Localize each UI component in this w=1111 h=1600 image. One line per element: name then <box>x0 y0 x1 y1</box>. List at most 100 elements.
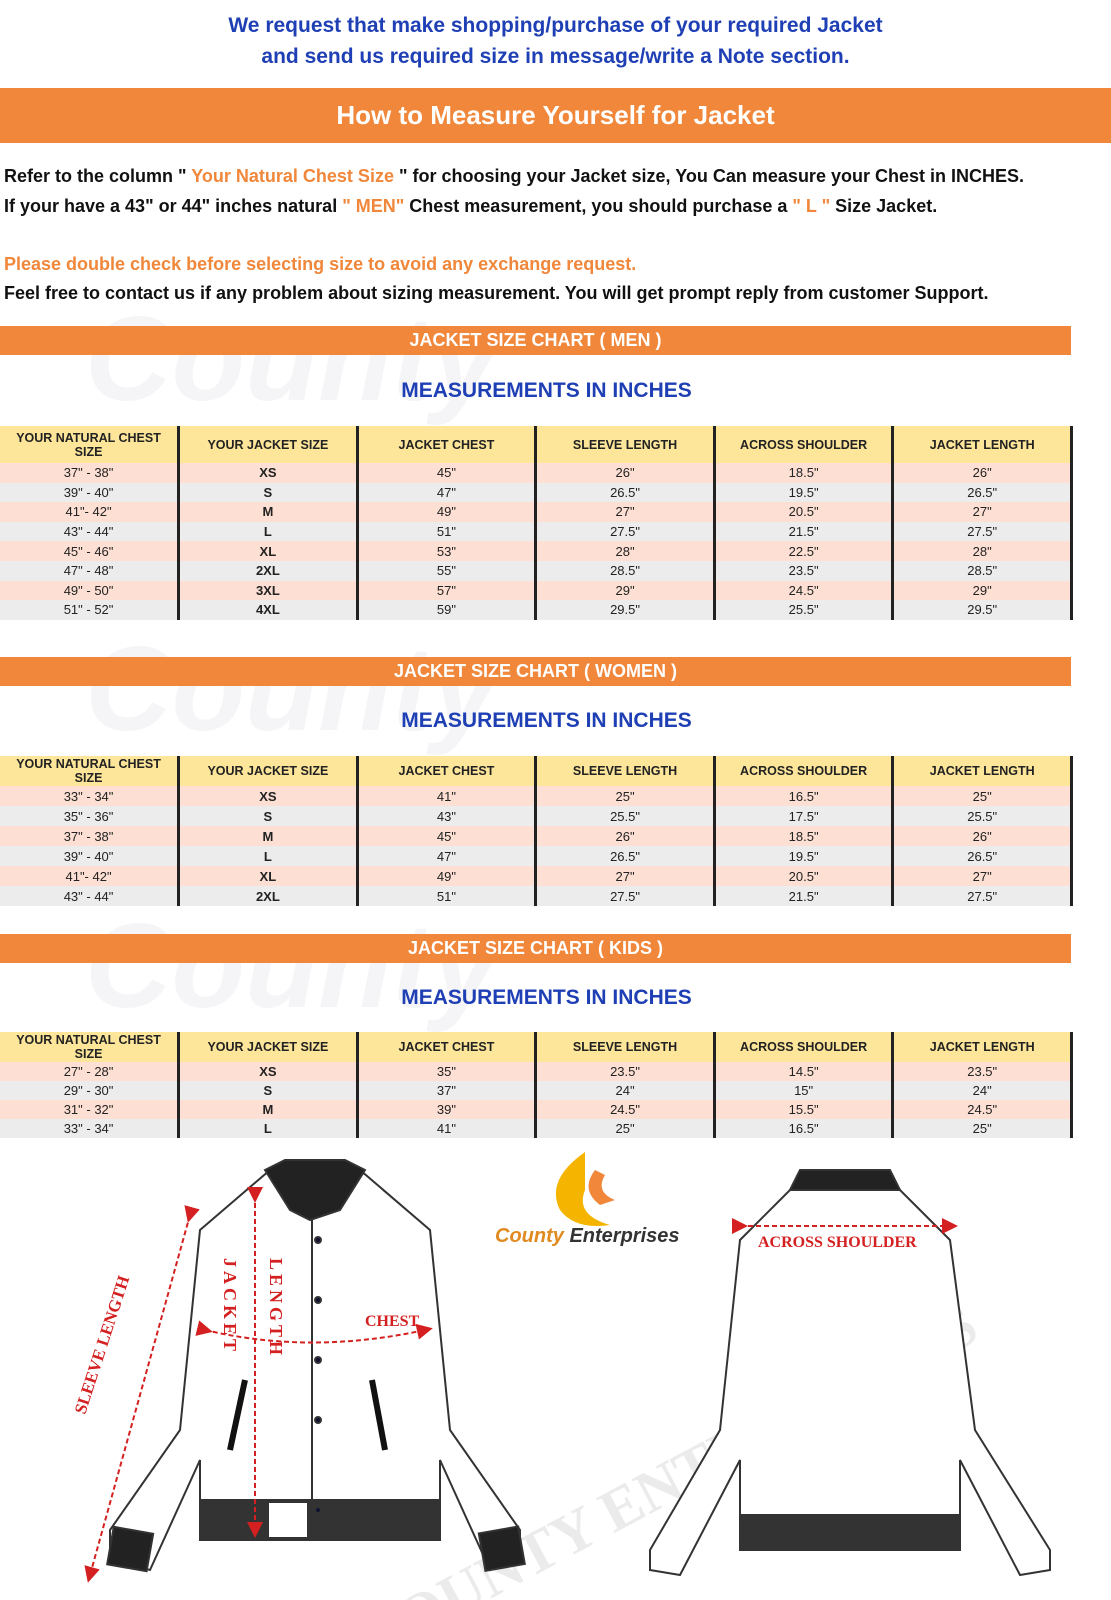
intro-note: We request that make shopping/purchase o… <box>0 10 1111 72</box>
table-cell: 19.5" <box>714 846 895 866</box>
women-subtitle: MEASUREMENTS IN INCHES <box>401 709 692 732</box>
table-cell: 41"- 42" <box>0 502 181 522</box>
table-cell: 16.5" <box>714 786 895 806</box>
column-header: JACKET LENGTH <box>892 1032 1073 1062</box>
table-cell: 27" <box>892 866 1073 886</box>
table-cell: L <box>178 846 359 866</box>
table-cell: 49" <box>357 866 538 886</box>
table-cell: 27.5" <box>535 521 716 542</box>
column-header: JACKET LENGTH <box>892 426 1073 463</box>
column-header: JACKET CHEST <box>357 1032 538 1062</box>
table-cell: 26" <box>535 826 716 846</box>
table-row: 33" - 34" XS 41" 25" 16.5" 25" <box>0 786 1073 806</box>
column-header: JACKET LENGTH <box>892 756 1073 786</box>
table-cell: 2XL <box>178 560 359 581</box>
table-cell: 24.5" <box>892 1100 1073 1119</box>
men-chart-title: JACKET SIZE CHART ( MEN ) <box>0 326 1071 355</box>
intro-line-1: We request that make shopping/purchase o… <box>228 14 883 37</box>
measurement-diagram: COUNTY ENTERPRISES SLEEVE LENGTH JACKET … <box>71 1152 1051 1600</box>
table-cell: 28.5" <box>892 560 1073 581</box>
column-header: SLEEVE LENGTH <box>535 756 716 786</box>
table-row: 33" - 34" L 41" 25" 16.5" 25" <box>0 1119 1073 1138</box>
column-header: YOUR NATURAL CHEST SIZE <box>0 426 181 463</box>
table-cell: XS <box>178 1062 359 1081</box>
table-cell: 26.5" <box>892 482 1073 503</box>
table-cell: S <box>178 806 359 826</box>
table-cell: 4XL <box>178 600 359 620</box>
table-cell: 18.5" <box>714 826 895 846</box>
table-cell: 25.5" <box>535 806 716 826</box>
table-cell: 37" <box>357 1081 538 1100</box>
table-cell: 15" <box>714 1081 895 1100</box>
table-cell: 27.5" <box>892 521 1073 542</box>
table-cell: 55" <box>357 560 538 581</box>
column-header: SLEEVE LENGTH <box>535 426 716 463</box>
table-row: 41"- 42" XL 49" 27" 20.5" 27" <box>0 866 1073 886</box>
table-cell: 26.5" <box>535 846 716 866</box>
table-cell: 47" <box>357 846 538 866</box>
table-cell: 29" - 30" <box>0 1081 181 1100</box>
table-cell: 35" - 36" <box>0 806 181 826</box>
table-cell: 25.5" <box>714 600 895 620</box>
across-shoulder-label: ACROSS SHOULDER <box>758 1234 917 1251</box>
table-cell: 21.5" <box>714 521 895 542</box>
table-cell: 31" - 32" <box>0 1100 181 1119</box>
table-row: 27" - 28" XS 35" 23.5" 14.5" 23.5" <box>0 1062 1073 1081</box>
table-cell: 39" - 40" <box>0 482 181 503</box>
table-cell: 22.5" <box>714 541 895 561</box>
table-row: 43" - 44" 2XL 51" 27.5" 21.5" 27.5" <box>0 886 1073 906</box>
table-cell: 41" <box>357 786 538 806</box>
table-header-row: YOUR NATURAL CHEST SIZE YOUR JACKET SIZE J… <box>0 1032 1073 1062</box>
men-size-table: YOUR NATURAL CHEST SIZE YOUR JACKET SIZE J… <box>0 426 1073 620</box>
table-cell: 43" <box>357 806 538 826</box>
column-header: YOUR JACKET SIZE <box>178 756 359 786</box>
contact-text: Feel free to contact us if any problem a… <box>4 283 989 303</box>
table-cell: 45" <box>357 463 538 483</box>
table-cell: XS <box>178 463 359 483</box>
table-cell: 16.5" <box>714 1119 895 1138</box>
table-cell: 39" - 40" <box>0 846 181 866</box>
table-cell: 28" <box>535 541 716 561</box>
table-cell: 41" <box>357 1119 538 1138</box>
table-cell: 43" - 44" <box>0 521 181 542</box>
column-header: YOUR NATURAL CHEST SIZE <box>0 1032 181 1062</box>
table-cell: XL <box>178 866 359 886</box>
table-cell: 24" <box>892 1081 1073 1100</box>
table-cell: 43" - 44" <box>0 886 181 906</box>
table-cell: 25.5" <box>892 806 1073 826</box>
sleeve-length-label: SLEEVE LENGTH <box>71 1273 134 1416</box>
table-cell: 25" <box>892 786 1073 806</box>
chest-label: CHEST <box>365 1313 420 1330</box>
kids-chart-title: JACKET SIZE CHART ( KIDS ) <box>0 934 1071 963</box>
table-cell: 20.5" <box>714 502 895 522</box>
column-header: JACKET CHEST <box>357 426 538 463</box>
table-cell: 26.5" <box>535 482 716 503</box>
table-cell: 25" <box>892 1119 1073 1138</box>
table-cell: 37" - 38" <box>0 463 181 483</box>
table-cell: 47" - 48" <box>0 560 181 581</box>
women-size-table: YOUR NATURAL CHEST SIZE YOUR JACKET SIZE J… <box>0 756 1073 906</box>
table-row: 29" - 30" S 37" 24" 15" 24" <box>0 1081 1073 1100</box>
warning-text: Please double check before selecting siz… <box>4 254 637 274</box>
table-row: 39" - 40" S 47" 26.5" 19.5" 26.5" <box>0 482 1073 503</box>
table-cell: 25" <box>535 1119 716 1138</box>
table-cell: 41"- 42" <box>0 866 181 886</box>
column-header: YOUR JACKET SIZE <box>178 1032 359 1062</box>
table-cell: 26" <box>892 463 1073 483</box>
table-cell: 51" - 52" <box>0 600 181 620</box>
table-cell: 23.5" <box>892 1062 1073 1081</box>
table-cell: 27" <box>535 502 716 522</box>
table-row: 43" - 44" L 51" 27.5" 21.5" 27.5" <box>0 521 1073 542</box>
table-cell: 29.5" <box>535 600 716 620</box>
table-cell: 3XL <box>178 580 359 601</box>
table-cell: 19.5" <box>714 482 895 503</box>
men-subtitle: MEASUREMENTS IN INCHES <box>401 379 692 402</box>
table-row: 39" - 40" L 47" 26.5" 19.5" 26.5" <box>0 846 1073 866</box>
table-cell: 14.5" <box>714 1062 895 1081</box>
table-cell: 45" <box>357 826 538 846</box>
table-cell: 26" <box>535 463 716 483</box>
table-cell: 17.5" <box>714 806 895 826</box>
table-cell: 33" - 34" <box>0 786 181 806</box>
jacket-label: JACKET <box>220 1258 240 1355</box>
table-cell: S <box>178 1081 359 1100</box>
